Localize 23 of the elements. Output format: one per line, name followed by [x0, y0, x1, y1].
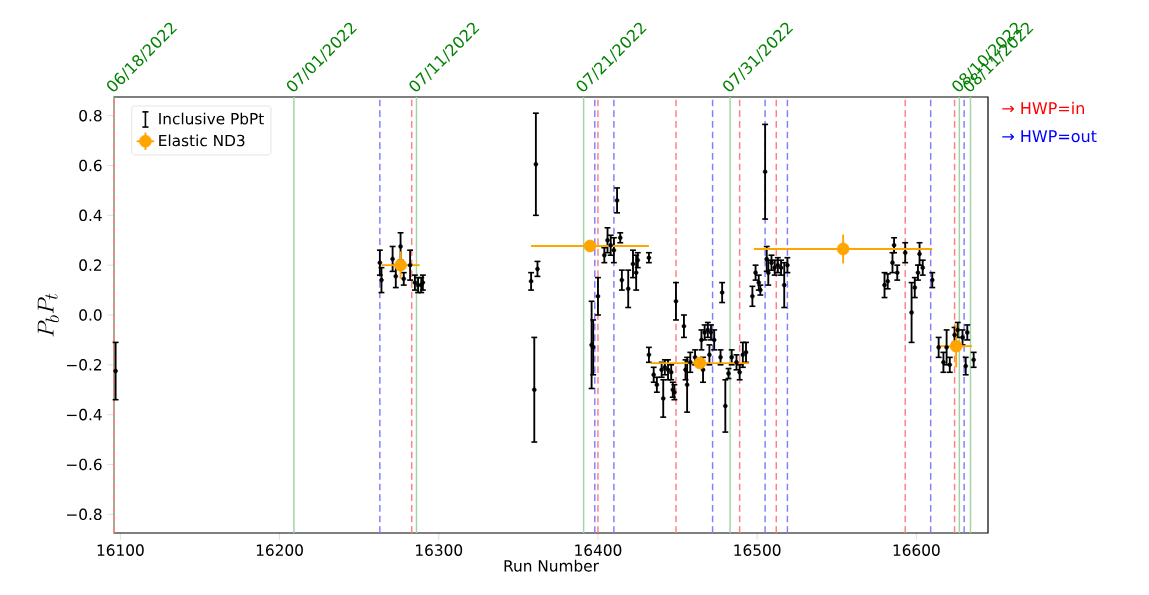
- x-tick-label: 16400: [575, 544, 622, 556]
- x-tick-label: 16300: [416, 544, 463, 556]
- point: [583, 239, 597, 253]
- text: → HWP=out: [1002, 130, 1097, 143]
- y-axis-title: $P_bP_t$: [37, 293, 60, 337]
- y-tick-label: 0.2: [79, 259, 102, 271]
- x-tick-label: 16200: [256, 544, 303, 556]
- text: → HWP=in: [1002, 101, 1084, 114]
- x-tick-label: 16100: [97, 544, 144, 556]
- point: [836, 242, 850, 256]
- legend-label: Elastic ND3: [159, 134, 245, 147]
- x-axis-title: Run Number: [504, 559, 599, 572]
- x-tick-label: 16600: [893, 544, 940, 556]
- y-tick-label: 0.8: [79, 109, 102, 122]
- y-tick-label: 0.6: [79, 159, 102, 172]
- y-tick-label: −0.2: [67, 359, 102, 371]
- y-tick-label: 0.4: [79, 209, 102, 222]
- x-tick-label: 16500: [734, 544, 781, 556]
- legend-label: Inclusive PbPt: [159, 112, 264, 125]
- y-tick-label: −0.8: [67, 508, 102, 521]
- y-tick-label: 0.0: [79, 309, 102, 321]
- y-tick-label: −0.6: [67, 458, 102, 471]
- y-tick-label: −0.4: [67, 408, 102, 421]
